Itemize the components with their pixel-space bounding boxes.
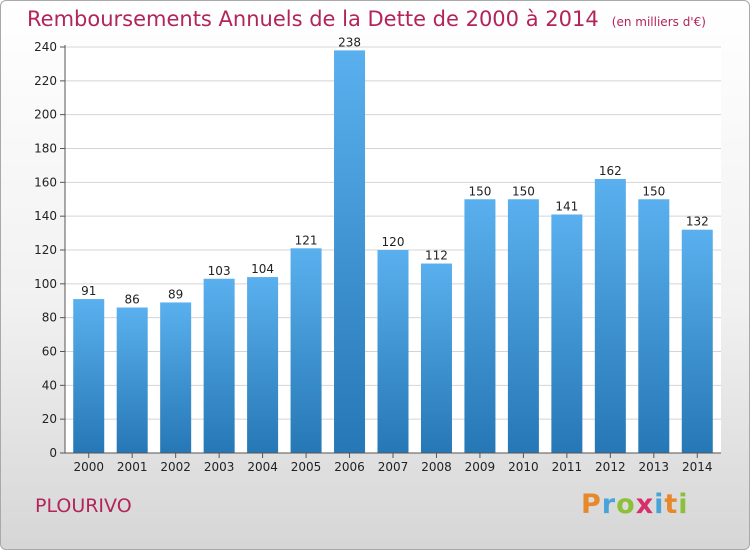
bar-2006: [334, 50, 366, 454]
logo-letter: o: [616, 489, 636, 520]
bar-value-label: 132: [686, 215, 709, 229]
bar-value-label: 120: [382, 235, 405, 249]
x-tick-label: 2010: [508, 460, 539, 474]
bar-2013: [638, 199, 670, 453]
bar-value-label: 89: [168, 287, 183, 301]
bar-2005: [290, 248, 322, 453]
bar-chart: 91 86 89 103 104 121 238 120 112 150 150 141 162 150 1…: [34, 35, 721, 474]
bar-value-label: 112: [425, 249, 448, 263]
logo-letter: r: [601, 489, 617, 520]
bar-2004: [247, 277, 279, 453]
bar-value-label: 238: [338, 35, 361, 49]
logo-letter: i: [678, 489, 689, 520]
bar-2000: [73, 299, 105, 453]
y-tick-label: 180: [34, 142, 57, 156]
logo-letter: x: [635, 489, 655, 520]
x-tick-label: 2014: [682, 460, 713, 474]
x-tick-label: 2005: [291, 460, 322, 474]
bar-2003: [203, 278, 235, 453]
bar-value-label: 86: [125, 293, 140, 307]
y-tick-label: 40: [42, 378, 57, 392]
x-tick-label: 2006: [334, 460, 365, 474]
bar-2002: [160, 302, 192, 453]
chart-title: Remboursements Annuels de la Dette de 20…: [27, 7, 706, 31]
bar-value-label: 103: [208, 264, 231, 278]
x-tick-label: 2004: [247, 460, 278, 474]
bar-value-label: 121: [295, 233, 318, 247]
y-tick-label: 240: [34, 40, 57, 54]
x-tick-label: 2013: [639, 460, 670, 474]
bar-value-label: 150: [468, 184, 491, 198]
x-tick-label: 2001: [117, 460, 148, 474]
bar-2007: [377, 250, 409, 453]
bar-2010: [507, 199, 539, 453]
y-tick-label: 60: [42, 345, 57, 359]
logo-letter: t: [664, 489, 679, 520]
y-tick-label: 80: [42, 311, 57, 325]
bar-2001: [116, 307, 148, 453]
x-tick-label: 2007: [378, 460, 409, 474]
x-tick-label: 2002: [160, 460, 191, 474]
bar-2014: [681, 229, 713, 453]
y-tick-label: 140: [34, 209, 57, 223]
y-tick-label: 120: [34, 243, 57, 257]
bar-value-label: 162: [599, 164, 622, 178]
logo-letter: i: [654, 489, 665, 520]
y-tick-label: 200: [34, 108, 57, 122]
y-tick-label: 0: [49, 446, 57, 460]
bar-2011: [551, 214, 583, 453]
bar-value-label: 150: [512, 184, 535, 198]
x-tick-label: 2003: [204, 460, 235, 474]
y-tick-label: 20: [42, 412, 57, 426]
title-main: Remboursements Annuels de la Dette de 20…: [27, 7, 599, 31]
bar-value-label: 141: [555, 199, 578, 213]
bar-value-label: 150: [642, 184, 665, 198]
x-tick-label: 2009: [465, 460, 496, 474]
y-tick-label: 160: [34, 175, 57, 189]
commune-name: PLOURIVO: [35, 495, 132, 517]
bar-2009: [464, 199, 496, 453]
y-tick-label: 100: [34, 277, 57, 291]
logo-letter: P: [581, 489, 602, 520]
x-tick-label: 2012: [595, 460, 626, 474]
y-tick-label: 220: [34, 74, 57, 88]
bar-value-label: 104: [251, 262, 274, 276]
x-tick-label: 2000: [73, 460, 104, 474]
x-tick-label: 2011: [552, 460, 583, 474]
bar-2012: [594, 178, 626, 453]
bar-2008: [420, 263, 452, 453]
title-unit: (en milliers d'€): [611, 15, 706, 29]
bar-value-label: 91: [81, 284, 96, 298]
proxiti-logo: Proxiti: [581, 489, 689, 520]
x-tick-label: 2008: [421, 460, 452, 474]
